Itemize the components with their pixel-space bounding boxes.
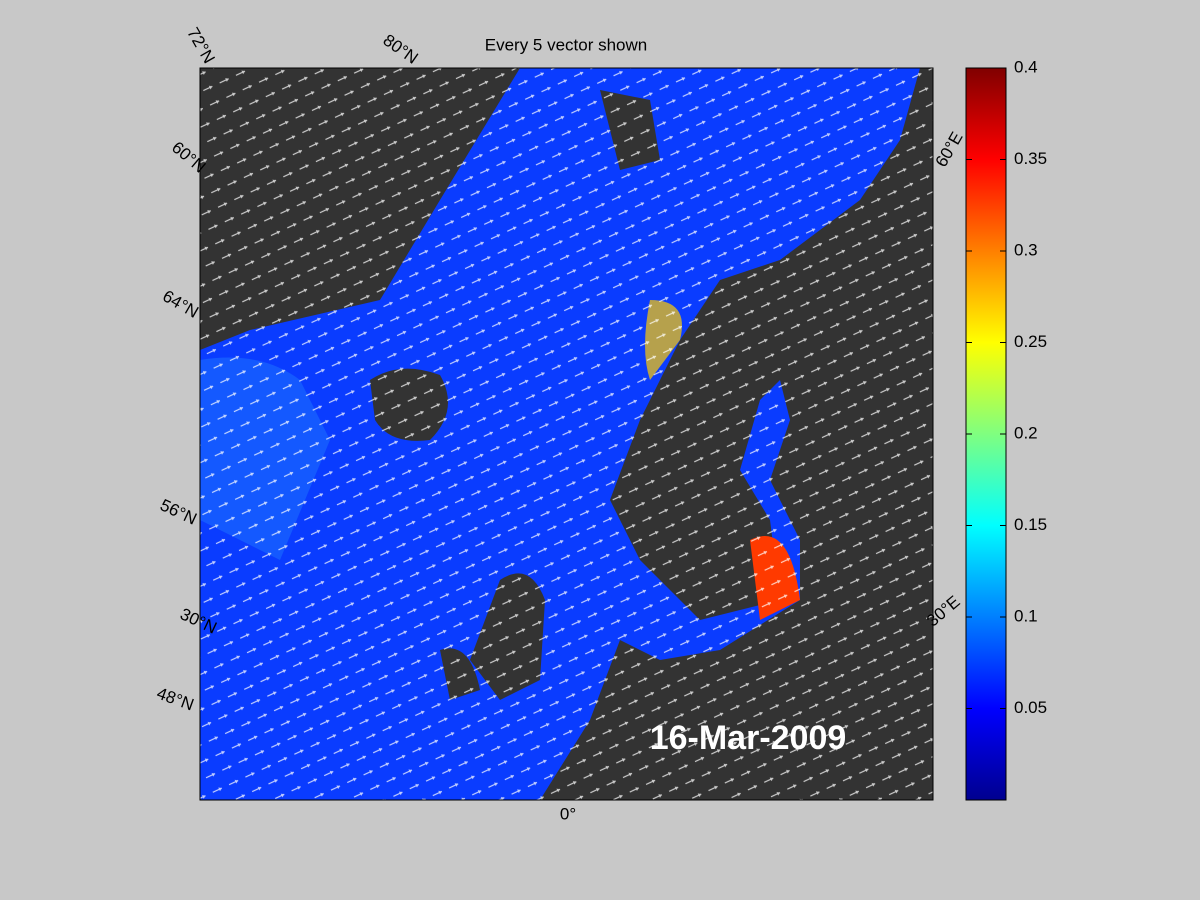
colorbar-label: 0.25 bbox=[1014, 332, 1047, 351]
colorbar-label: 0.3 bbox=[1014, 240, 1038, 259]
colorbar-label: 0.4 bbox=[1014, 57, 1038, 76]
lat-label: 64°N bbox=[159, 286, 201, 321]
lat-label: 72°N bbox=[183, 24, 218, 66]
lat-label: 80°N bbox=[380, 30, 422, 67]
lat-label: 48°N bbox=[154, 684, 196, 715]
colorbar-label: 0.35 bbox=[1014, 149, 1047, 168]
title: Every 5 vector shown bbox=[485, 35, 648, 54]
colorbar-label: 0.2 bbox=[1014, 423, 1038, 442]
lat-label: 56°N bbox=[157, 495, 199, 528]
lon-label: 0° bbox=[560, 804, 576, 823]
colorbar-label: 0.05 bbox=[1014, 698, 1047, 717]
map bbox=[200, 68, 933, 800]
lon-label: 60°E bbox=[932, 129, 967, 171]
date: 16-Mar-2009 bbox=[650, 719, 847, 757]
vectors bbox=[200, 68, 933, 800]
colorbar-label: 0.1 bbox=[1014, 606, 1038, 625]
map-frame bbox=[199, 67, 934, 801]
colorbar-label: 0.15 bbox=[1014, 515, 1047, 534]
